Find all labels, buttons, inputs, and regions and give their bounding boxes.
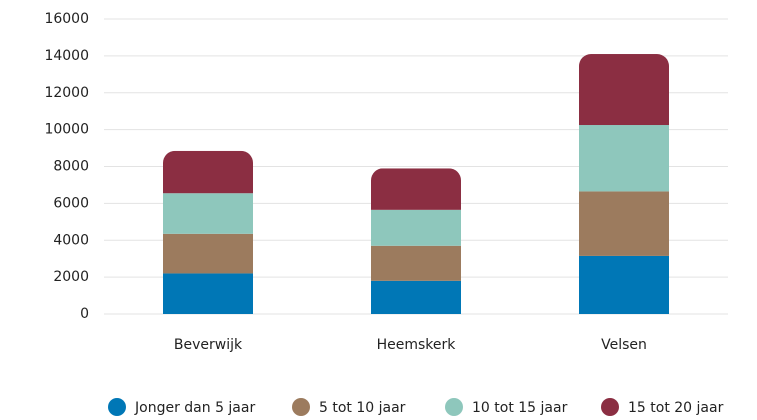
y-tick-label: 0: [80, 306, 89, 322]
bar-segment: [579, 255, 669, 314]
legend-label: 10 tot 15 jaar: [472, 400, 568, 416]
legend-label: Jonger dan 5 jaar: [134, 400, 255, 416]
x-tick-label: Beverwijk: [174, 337, 243, 353]
legend-label: 15 tot 20 jaar: [628, 400, 724, 416]
y-tick-label: 16000: [44, 11, 89, 27]
y-tick-label: 10000: [44, 122, 89, 138]
bar-segment: [163, 193, 253, 234]
x-tick-label: Velsen: [601, 337, 647, 353]
bar-segment: [371, 168, 461, 210]
bar-segment: [371, 209, 461, 246]
bar-segment: [579, 191, 669, 256]
legend-swatch: [445, 398, 463, 416]
bar-segment: [371, 280, 461, 314]
y-tick-label: 14000: [44, 48, 89, 64]
bar-segment: [579, 125, 669, 192]
bar-stack: [371, 168, 461, 314]
legend-label: 5 tot 10 jaar: [319, 400, 406, 416]
x-tick-label: Heemskerk: [377, 337, 457, 353]
bar-segment: [579, 54, 669, 126]
legend-swatch: [601, 398, 619, 416]
bar-segment: [371, 245, 461, 281]
bar-segment: [163, 150, 253, 194]
bar-stack: [579, 54, 669, 314]
y-tick-label: 4000: [53, 232, 89, 248]
y-tick-label: 6000: [53, 195, 89, 211]
legend-swatch: [108, 398, 126, 416]
y-tick-label: 2000: [53, 269, 89, 285]
bar-segment: [163, 273, 253, 314]
y-tick-label: 12000: [44, 85, 89, 101]
bar-stack: [163, 150, 253, 314]
legend-swatch: [292, 398, 310, 416]
bar-segment: [163, 233, 253, 274]
y-tick-label: 8000: [53, 159, 89, 175]
